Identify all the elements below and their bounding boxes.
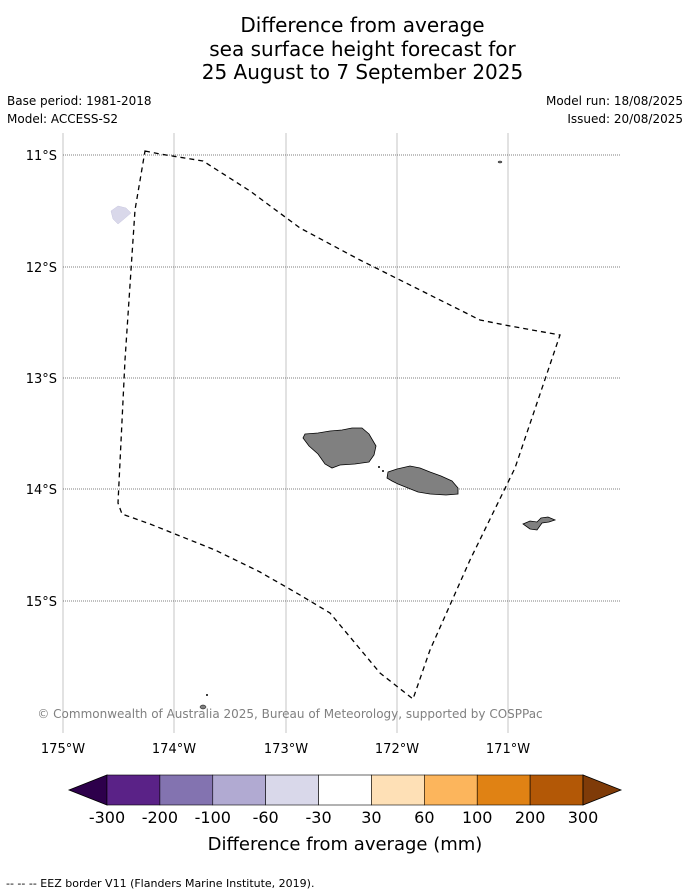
colorbar-swatch [424,774,478,806]
meta-right: Model run: 18/08/2025 Issued: 20/08/2025 [546,94,683,130]
colorbar-tick-label: -300 [89,808,125,827]
colorbar-tick-label: -30 [305,808,331,827]
lon-tick: 172°W [375,742,419,757]
colorbar-label: Difference from average (mm) [208,834,483,855]
lon-tick: 174°W [152,742,196,757]
colorbar-over-arrow [582,774,623,806]
title-line-1: Difference from average [240,13,485,37]
issued-date: Issued: 20/08/2025 [567,112,683,126]
lat-tick: 13°S [26,372,57,387]
colorbar-swatch [318,774,372,806]
colorbar-tick-label: 30 [361,808,381,827]
meta-left: Base period: 1981-2018 Model: ACCESS-S2 [7,94,152,130]
title-line-2: sea surface height forecast for [209,36,516,61]
colorbar-under-arrow [67,774,108,806]
map-title: Difference from average sea surface heig… [0,13,690,85]
gridlines [62,133,620,733]
southern-islet [199,704,207,710]
lat-tick: 15°S [26,595,57,610]
colorbar-swatch [212,774,266,806]
lat-tick-labels: 11°S 12°S 13°S 14°S 15°S [26,149,57,610]
colorbar-tick-label: -200 [142,808,178,827]
tutuila-island [522,516,557,531]
base-period: Base period: 1981-2018 [7,94,152,108]
lon-tick: 171°W [486,742,530,757]
colorbar-tick-label: 300 [568,808,599,827]
colorbar-tick-label: 200 [515,808,546,827]
colorbar: -300 -200 -100 -60 -30 30 60 100 200 300 [67,774,623,827]
manono-islet [382,470,384,472]
colorbar-swatch [159,774,214,806]
lon-tick: 175°W [41,742,85,757]
colorbar-swatch [476,774,531,806]
model-name: Model: ACCESS-S2 [7,112,119,126]
colorbar-swatch [106,774,161,806]
copyright-text: © Commonwealth of Australia 2025, Bureau… [37,707,542,721]
anomaly-patch [110,205,132,225]
title-line-3: 25 August to 7 September 2025 [201,60,524,84]
lat-tick: 14°S [26,483,57,498]
eez-border [117,150,561,701]
apolima-islet [378,466,380,468]
colorbar-tick-label: -100 [195,808,231,827]
model-run: Model run: 18/08/2025 [545,94,683,108]
colorbar-swatch [265,774,319,806]
savaii-island [302,427,377,469]
lon-tick: 173°W [264,742,308,757]
upolu-island [386,465,459,496]
colorbar-tick-label: -60 [253,808,279,827]
colorbar-tick-label: 60 [414,808,434,827]
lat-tick: 12°S [26,261,57,276]
eez-legend: -- -- -- EEZ border V11 (Flanders Marine… [6,877,315,890]
colorbar-tick-label: 100 [462,808,493,827]
swains-island [497,160,503,164]
colorbar-swatch [371,774,425,806]
lon-tick-labels: 175°W 174°W 173°W 172°W 171°W [41,742,530,757]
southern-islet-small [206,694,208,696]
colorbar-swatch [529,774,584,806]
lat-tick: 11°S [26,149,57,164]
